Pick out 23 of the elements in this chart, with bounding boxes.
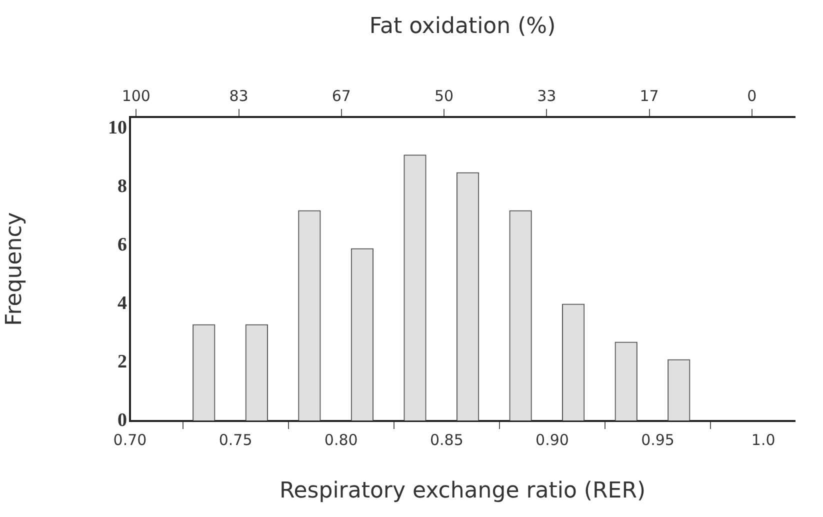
x2-tick-label: 17 xyxy=(640,86,659,105)
x-axis-title: Respiratory exchange ratio (RER) xyxy=(279,478,646,504)
x2-tick-label: 83 xyxy=(229,86,248,105)
y-tick-label: 6 xyxy=(118,234,127,256)
x2-tick-label: 33 xyxy=(537,86,556,105)
y-tick-label: 2 xyxy=(118,351,127,372)
y-tick-label: 0 xyxy=(118,410,127,431)
x-tick-label: 0.95 xyxy=(641,430,674,449)
x-tick-label: 0.80 xyxy=(324,430,358,449)
x2-tick-label: 50 xyxy=(434,86,454,105)
x-tick-label: 0.75 xyxy=(218,430,252,449)
y-tick-label: 4 xyxy=(118,292,128,314)
x2-tick-label: 67 xyxy=(332,86,351,105)
y-tick-label: 10 xyxy=(108,118,127,139)
y-axis-title: Frequency xyxy=(2,212,27,326)
x2-axis-title: Fat oxidation (%) xyxy=(369,14,556,39)
x-tick-label: 1.0 xyxy=(751,430,776,449)
x2-tick-label: 0 xyxy=(747,86,757,105)
x-tick-label: 0.90 xyxy=(536,430,569,449)
x-tick-label: 0.85 xyxy=(430,430,464,449)
x2-tick-label: 100 xyxy=(122,86,150,105)
y-tick-label: 8 xyxy=(118,176,127,198)
x-tick-label: 0.70 xyxy=(113,430,147,449)
